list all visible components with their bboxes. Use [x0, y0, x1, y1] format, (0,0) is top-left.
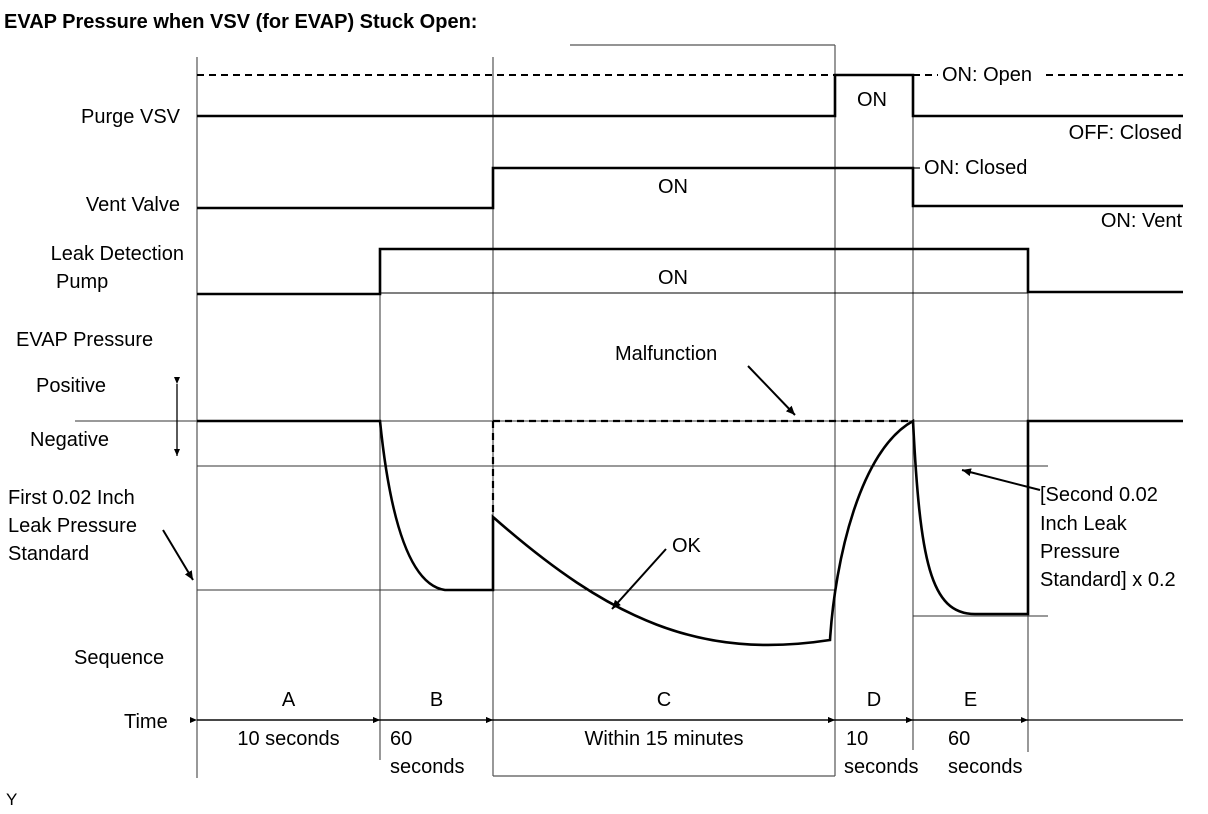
label-first-standard-line3: Standard	[8, 543, 90, 565]
pressure-reference-lines	[75, 420, 1183, 617]
label-positive: Positive	[36, 375, 107, 397]
purge-on-state-label: ON: Open	[942, 64, 1033, 86]
sequence-c: C	[656, 689, 672, 711]
ok-label: OK	[672, 535, 701, 557]
label-sequence: Sequence	[74, 647, 165, 669]
duration-e-line2: seconds	[948, 756, 1023, 778]
label-evap-pressure: EVAP Pressure	[16, 329, 154, 351]
label-time: Time	[124, 711, 168, 733]
second-standard-line1: [Second 0.02	[1040, 484, 1158, 506]
sequence-b: B	[429, 689, 444, 711]
duration-d-line1: 10	[846, 728, 869, 750]
annotation-arrows	[162, 365, 1041, 610]
purge-off-state-label: OFF: Closed	[1068, 122, 1182, 144]
phase-boundaries	[196, 44, 1029, 778]
duration-e-line1: 60	[948, 728, 971, 750]
second-standard-line3: Pressure	[1040, 541, 1121, 563]
duration-a: 10 seconds	[237, 728, 340, 750]
label-negative: Negative	[30, 429, 109, 451]
label-purge-vsv: Purge VSV	[81, 106, 180, 128]
vent-on-state-label: ON: Closed	[924, 157, 1028, 179]
malfunction-label: Malfunction	[615, 343, 718, 365]
label-leak-pump-line1: Leak Detection	[50, 243, 184, 265]
label-leak-pump-line2: Pump	[56, 271, 109, 293]
duration-c: Within 15 minutes	[584, 728, 744, 750]
label-first-standard-line1: First 0.02 Inch	[8, 487, 135, 509]
sequence-e: E	[963, 689, 978, 711]
duration-b-line1: 60	[390, 728, 413, 750]
figure-code: Y	[6, 790, 18, 809]
vent-on-label: ON	[658, 176, 688, 198]
pump-on-label: ON	[658, 267, 688, 289]
purge-on-label: ON	[857, 89, 887, 111]
vent-valve-signal	[197, 166, 1183, 210]
leak-pump-signal	[197, 247, 1183, 296]
purge-vsv-signal	[197, 73, 1183, 118]
second-standard-line4: Standard] x 0.2	[1040, 569, 1176, 591]
evap-pressure-curves	[197, 418, 1183, 647]
vent-off-state-label: ON: Vent	[1100, 210, 1182, 232]
label-vent-valve: Vent Valve	[85, 194, 180, 216]
sequence-a: A	[281, 689, 296, 711]
sequence-d: D	[866, 689, 882, 711]
second-standard-line2: Inch Leak	[1040, 513, 1127, 535]
label-first-standard-line2: Leak Pressure	[8, 515, 137, 537]
diagram-title: EVAP Pressure when VSV (for EVAP) Stuck …	[4, 11, 478, 33]
duration-d-line2: seconds	[844, 756, 919, 778]
duration-b-line2: seconds	[390, 756, 465, 778]
